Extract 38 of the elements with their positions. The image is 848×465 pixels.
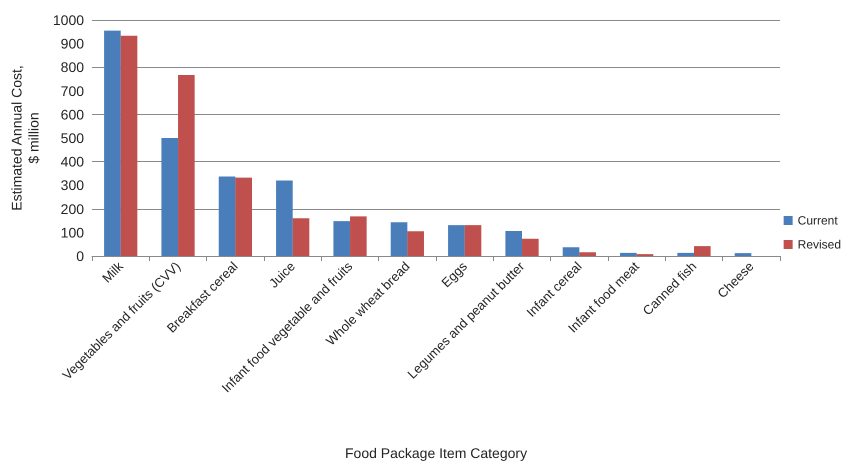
bar: [620, 252, 637, 256]
bar: [464, 225, 482, 256]
bar: [104, 30, 121, 256]
bar: [694, 246, 711, 256]
bar: [350, 216, 367, 256]
bar: [407, 231, 424, 256]
bar: [333, 221, 350, 256]
y-tick-label: 900: [60, 36, 84, 52]
y-tick-label: 600: [60, 106, 84, 122]
bar: [522, 238, 539, 256]
y-tick-label: 0: [76, 248, 84, 264]
y-tick-label: 100: [60, 224, 84, 240]
y-axis-title: Estimated Annual Cost, $ million: [8, 65, 42, 211]
y-tick-label: 300: [60, 177, 84, 194]
y-tick-label: 400: [60, 154, 84, 170]
bar: [562, 247, 580, 256]
bar: [448, 225, 465, 256]
bar: [292, 218, 310, 256]
x-tick-label: Milk: [99, 258, 126, 286]
legend-label: Current: [798, 214, 838, 228]
bar: [276, 180, 293, 256]
bar: [178, 74, 195, 256]
bar: [235, 178, 252, 256]
bar: [579, 252, 596, 256]
x-axis-title: Food Package Item Category: [344, 445, 528, 461]
y-tick-label: 200: [60, 200, 84, 217]
bar: [218, 176, 236, 256]
bar: [390, 222, 408, 256]
y-tick-label: 1000: [52, 12, 84, 28]
y-tick-label: 700: [60, 82, 84, 99]
bar: [120, 36, 138, 256]
y-tick-label: 800: [60, 59, 84, 76]
bar: [161, 138, 178, 256]
legend-label: Revised: [798, 238, 842, 252]
y-tick-label: 500: [60, 130, 84, 146]
bar: [677, 252, 694, 256]
bar: [505, 230, 522, 256]
bar: [734, 253, 752, 256]
